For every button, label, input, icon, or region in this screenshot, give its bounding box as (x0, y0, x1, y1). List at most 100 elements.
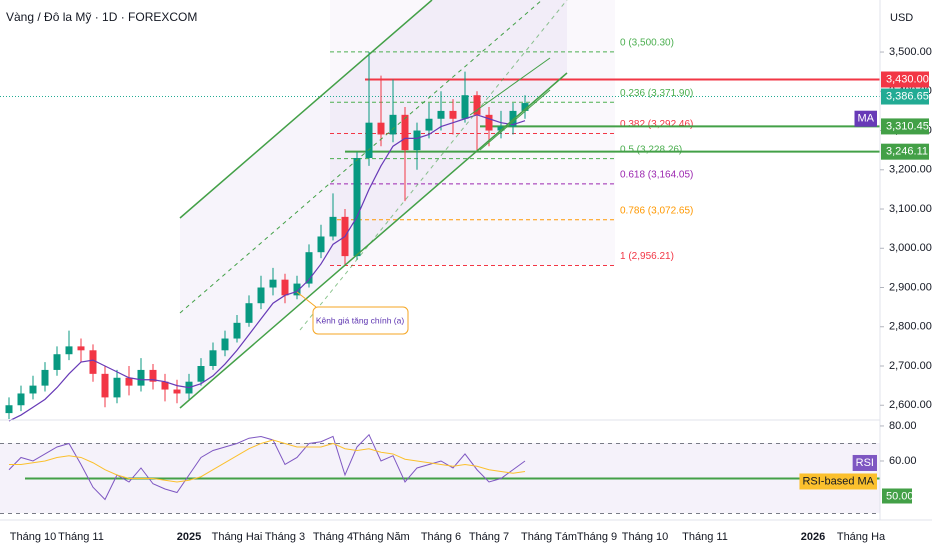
x-tick-label: Tháng Hai (212, 531, 263, 543)
annotation-box (312, 306, 409, 335)
y-tick-label: 3,000.00 (889, 242, 932, 254)
x-tick-label: Tháng 10 (10, 531, 56, 543)
annotation: Kênh giá tăng chính (a) (316, 315, 405, 325)
fib-label: 0 (3,500.30) (620, 38, 674, 49)
candle-body (77, 346, 85, 351)
x-tick-label: Tháng Năm (352, 531, 409, 543)
x-tick-label: Tháng 9 (577, 531, 617, 543)
fib-label: 0.786 (3,072.65) (620, 205, 693, 216)
candle-body (173, 389, 181, 394)
price-tag (881, 118, 929, 135)
candle-body (377, 122, 385, 135)
x-tick-label: Tháng 7 (469, 531, 509, 543)
candle-body (233, 322, 241, 339)
candle-body (41, 369, 49, 386)
candle-body (197, 365, 205, 382)
candle-body (473, 95, 481, 115)
y-tick-label: 3,100.00 (889, 203, 932, 215)
y-tick-label: 2,700.00 (889, 360, 932, 372)
series-line (9, 439, 526, 483)
price-tag (881, 71, 929, 88)
price-tag-label: 3,246.11 (886, 146, 928, 158)
candle-body (89, 350, 97, 374)
y-tick-label: 2,900.00 (889, 281, 932, 293)
channel-upper (179, 0, 433, 219)
x-tick-label: 2026 (801, 531, 825, 543)
candle-body (65, 346, 73, 355)
candle-body (293, 283, 301, 296)
fib-label: 0.382 (3,292.46) (620, 119, 693, 130)
candle-body (521, 103, 529, 111)
x-tick-label: Tháng Tám (521, 531, 577, 543)
candle-body (257, 287, 265, 304)
candle-body (245, 303, 253, 323)
currency: USD (890, 12, 913, 24)
price-tag-label: 3,386.65 (886, 90, 929, 102)
fib-label: 0.618 (3,164.05) (620, 170, 693, 181)
series-name-tag-box (854, 110, 877, 127)
series-line (8, 114, 526, 422)
candle-body (221, 338, 229, 351)
candle-body (365, 122, 373, 159)
candle-body (17, 393, 25, 406)
minor-channel-upper (469, 57, 551, 116)
candle-body (101, 373, 109, 398)
channel-outer (299, 0, 568, 331)
candle-body (281, 279, 289, 296)
candle-body (449, 110, 457, 119)
x-tick-label: Tháng Ha (837, 531, 886, 543)
price-tag (881, 143, 929, 160)
channel-lower (179, 72, 568, 409)
fib-label: 0.236 (3,371.90) (620, 88, 693, 99)
x-tick-label: Tháng 4 (313, 531, 353, 543)
series-name-tag-box (852, 454, 877, 471)
candle-body (113, 377, 121, 398)
x-tick-label: Tháng 10 (622, 531, 668, 543)
series-name-tag: RSI (856, 457, 874, 469)
series-line (8, 433, 526, 501)
candle-body (317, 236, 325, 253)
x-tick-label: Tháng 11 (682, 531, 728, 543)
candle-body (137, 369, 145, 386)
price-tag (881, 88, 929, 105)
rsi-level-tag (882, 488, 912, 504)
candle-body (149, 369, 157, 382)
x-tick-label: Tháng 3 (265, 531, 305, 543)
plot: 0 (3,500.30) 0.236 (3,371.90) 0.382 (3,292… (0, 38, 880, 515)
series-name-tag-box (799, 473, 877, 490)
x-tick-label: Tháng 6 (421, 531, 461, 543)
series-name-tag: RSI-based MA (802, 475, 874, 487)
candle-body (269, 279, 277, 288)
rsi-level-label: 50.00 (886, 490, 914, 502)
minor-channel-lower (479, 89, 551, 151)
y-tick-label: 2,800.00 (889, 321, 932, 333)
fib-label: 0.5 (3,228.26) (620, 144, 682, 155)
candle-body (5, 405, 13, 414)
chart-title: Vàng / Đô la Mỹ · 1D · FOREXCOM (6, 10, 197, 24)
price-tag-label: 3,310.45 (886, 120, 929, 132)
series-name-tag: MA (858, 113, 875, 125)
candle-body (29, 385, 37, 394)
candle-body (329, 216, 337, 237)
candle-body (437, 110, 445, 119)
candle-body (497, 126, 505, 131)
x-tick-label: Tháng 11 (58, 531, 104, 543)
y-tick-label: 3,200.00 (889, 164, 932, 176)
candle-body (485, 114, 493, 131)
candle-body (401, 114, 409, 151)
y-tick-label: 3,500.00 (889, 46, 932, 58)
price-tag-label: 3,430.00 (886, 73, 929, 85)
fib-zone (330, 0, 615, 265)
x-tick-label: 2025 (177, 531, 201, 543)
candle-body (305, 252, 313, 284)
candle-body (209, 350, 217, 366)
candle-body (425, 118, 433, 131)
candle-body (161, 381, 169, 390)
candle-body (389, 114, 397, 135)
candle-body (461, 95, 469, 119)
y-tick-label: 60.00 (889, 455, 917, 467)
y-tick-label: 80.00 (889, 420, 917, 432)
y-tick-label: 2,600.00 (889, 399, 932, 411)
